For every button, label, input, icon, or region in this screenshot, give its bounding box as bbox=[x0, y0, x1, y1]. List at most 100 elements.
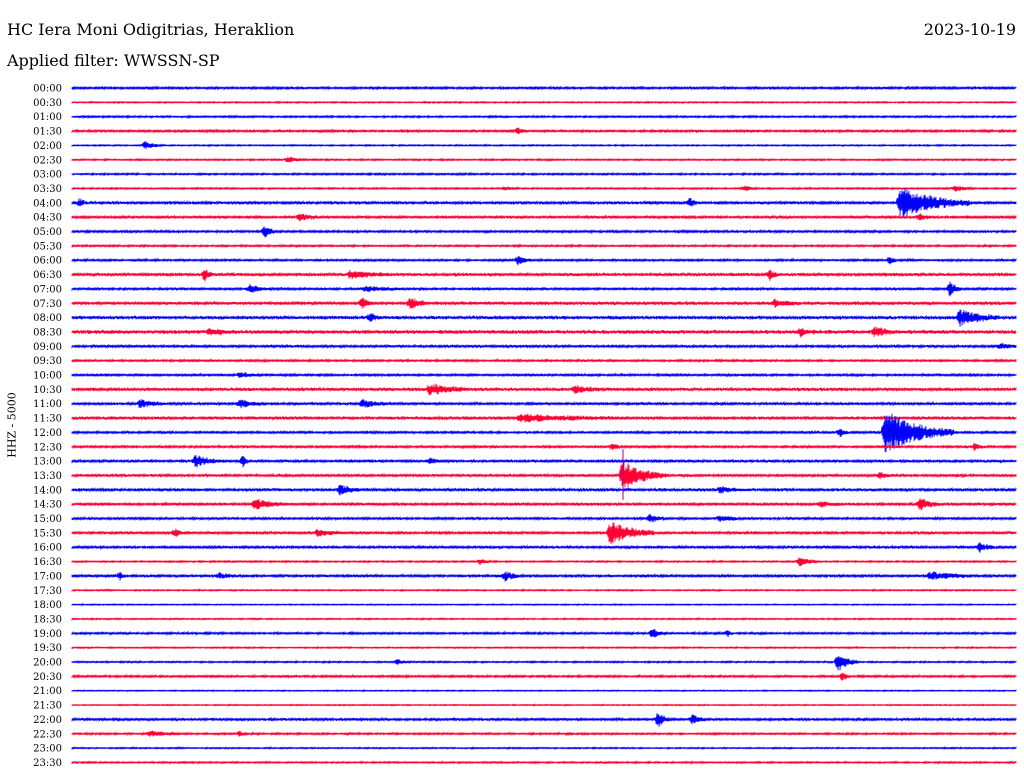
row-label: 01:30 bbox=[33, 127, 62, 138]
trace-row bbox=[71, 759, 1017, 765]
row-label: 11:30 bbox=[33, 414, 62, 425]
row-label: 08:30 bbox=[33, 327, 62, 338]
row-label: 06:30 bbox=[33, 270, 62, 281]
trace-row bbox=[71, 255, 1017, 266]
seismic-traces bbox=[71, 85, 1017, 765]
filter-label: Applied filter: WWSSN-SP bbox=[7, 51, 220, 70]
trace-row bbox=[71, 187, 1017, 219]
row-label: 21:30 bbox=[33, 701, 62, 712]
trace-row bbox=[71, 269, 1017, 282]
row-label: 15:00 bbox=[33, 514, 62, 525]
trace-row bbox=[71, 226, 1017, 238]
row-label: 23:30 bbox=[33, 758, 62, 769]
row-labels: 00:00 00:30 01:00 01:30 02:00 02:30 03:00 03:30… bbox=[33, 84, 62, 769]
row-label: 02:30 bbox=[33, 155, 62, 166]
trace-row bbox=[71, 343, 1017, 350]
row-label: 02:00 bbox=[33, 141, 62, 152]
station-title: HC Iera Moni Odigitrias, Heraklion bbox=[7, 20, 295, 39]
trace-row bbox=[71, 688, 1017, 693]
trace-row bbox=[71, 114, 1017, 120]
trace-row bbox=[71, 645, 1017, 650]
trace-row bbox=[71, 713, 1017, 728]
trace-row bbox=[71, 522, 1017, 545]
row-label: 04:30 bbox=[33, 213, 62, 224]
trace-row bbox=[71, 498, 1017, 511]
trace-row bbox=[71, 513, 1017, 523]
row-label: 03:30 bbox=[33, 184, 62, 195]
row-label: 11:00 bbox=[33, 399, 62, 410]
row-label: 12:00 bbox=[33, 428, 62, 439]
row-label: 04:00 bbox=[33, 198, 62, 209]
trace-row bbox=[71, 542, 1017, 553]
row-label: 17:30 bbox=[33, 586, 62, 597]
row-label: 20:00 bbox=[33, 658, 62, 669]
row-label: 09:30 bbox=[33, 356, 62, 367]
row-label: 09:00 bbox=[33, 342, 62, 353]
row-label: 03:00 bbox=[33, 170, 62, 181]
row-label: 12:30 bbox=[33, 442, 62, 453]
row-label: 19:30 bbox=[33, 643, 62, 654]
row-label: 18:00 bbox=[33, 600, 62, 611]
trace-row bbox=[71, 455, 1017, 468]
trace-row bbox=[71, 730, 1017, 737]
trace-row bbox=[71, 127, 1017, 135]
trace-row bbox=[71, 171, 1017, 177]
row-label: 16:00 bbox=[33, 543, 62, 554]
row-label: 01:00 bbox=[33, 112, 62, 123]
trace-row bbox=[71, 100, 1017, 105]
trace-row bbox=[71, 141, 1017, 150]
row-label: 08:00 bbox=[33, 313, 62, 324]
trace-row bbox=[71, 413, 1017, 453]
trace-row bbox=[71, 281, 1017, 297]
trace-row bbox=[71, 745, 1017, 751]
trace-row bbox=[71, 185, 1017, 192]
row-label: 14:30 bbox=[33, 500, 62, 511]
trace-row bbox=[71, 398, 1017, 409]
trace-row bbox=[71, 588, 1017, 593]
row-label: 10:00 bbox=[33, 371, 62, 382]
trace-row bbox=[71, 703, 1017, 707]
trace-row bbox=[71, 213, 1017, 222]
trace-row bbox=[71, 309, 1017, 327]
row-label: 23:00 bbox=[33, 744, 62, 755]
trace-row bbox=[71, 672, 1017, 681]
row-label: 19:00 bbox=[33, 629, 62, 640]
trace-row bbox=[71, 557, 1017, 567]
date-label: 2023-10-19 bbox=[923, 20, 1016, 39]
row-label: 18:30 bbox=[33, 614, 62, 625]
trace-row bbox=[71, 413, 1017, 423]
row-label: 13:00 bbox=[33, 457, 62, 468]
row-label: 13:30 bbox=[33, 471, 62, 482]
row-label: 10:30 bbox=[33, 385, 62, 396]
row-label: 07:00 bbox=[33, 284, 62, 295]
trace-row bbox=[71, 297, 1017, 309]
row-label: 00:00 bbox=[33, 84, 62, 95]
trace-row bbox=[71, 156, 1017, 163]
trace-row bbox=[71, 628, 1017, 638]
trace-row bbox=[71, 602, 1017, 607]
row-label: 17:00 bbox=[33, 571, 62, 582]
trace-row bbox=[71, 461, 1017, 488]
trace-row bbox=[71, 85, 1017, 91]
row-label: 05:30 bbox=[33, 241, 62, 252]
row-label: 00:30 bbox=[33, 98, 62, 109]
trace-row bbox=[71, 372, 1017, 378]
trace-row bbox=[71, 326, 1017, 338]
row-label: 06:00 bbox=[33, 256, 62, 267]
trace-row bbox=[71, 243, 1017, 249]
trace-row bbox=[71, 357, 1017, 364]
row-label: 20:30 bbox=[33, 672, 62, 683]
row-label: 07:30 bbox=[33, 299, 62, 310]
row-label: 21:00 bbox=[33, 686, 62, 697]
row-label: 14:00 bbox=[33, 485, 62, 496]
trace-row bbox=[71, 442, 1017, 451]
row-label: 16:30 bbox=[33, 557, 62, 568]
trace-row bbox=[71, 616, 1017, 622]
row-label: 22:00 bbox=[33, 715, 62, 726]
row-label: 15:30 bbox=[33, 528, 62, 539]
row-label: 05:00 bbox=[33, 227, 62, 238]
trace-row bbox=[71, 571, 1017, 582]
trace-row bbox=[71, 484, 1017, 496]
trace-row bbox=[71, 383, 1017, 396]
